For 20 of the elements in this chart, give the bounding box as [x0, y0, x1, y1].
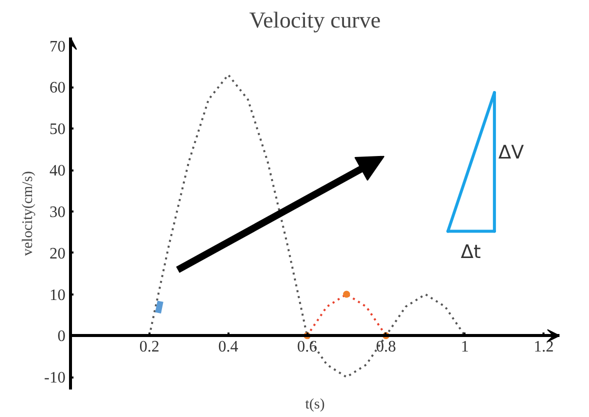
y-tick-label: 70	[50, 38, 66, 56]
y-tick-label: 10	[50, 286, 66, 304]
y-axis-title: velocity(cm/s)	[20, 171, 36, 256]
y-tick-label: 30	[50, 204, 66, 221]
chart-title: Velocity curve	[249, 8, 381, 32]
x-tick-label: 0.8	[376, 338, 396, 356]
annotation: ΔV	[498, 142, 524, 164]
x-tick-label: 0.6	[297, 338, 318, 356]
x-tick-label: 0.2	[139, 338, 160, 356]
y-tick-label: 0	[58, 328, 66, 346]
x-tick-label: 1	[460, 338, 469, 356]
y-tick-label: -10	[44, 370, 66, 387]
x-axis-title: t(s)	[305, 396, 325, 412]
y-tick-label: 40	[50, 162, 66, 180]
y-tick-label: 20	[50, 245, 66, 262]
annotation: Δt	[460, 242, 481, 264]
y-tick-label: 60	[50, 80, 66, 97]
y-tick-label: 50	[50, 121, 66, 138]
x-tick-label: 1.2	[534, 338, 554, 356]
x-tick-label: 0.4	[218, 338, 238, 356]
